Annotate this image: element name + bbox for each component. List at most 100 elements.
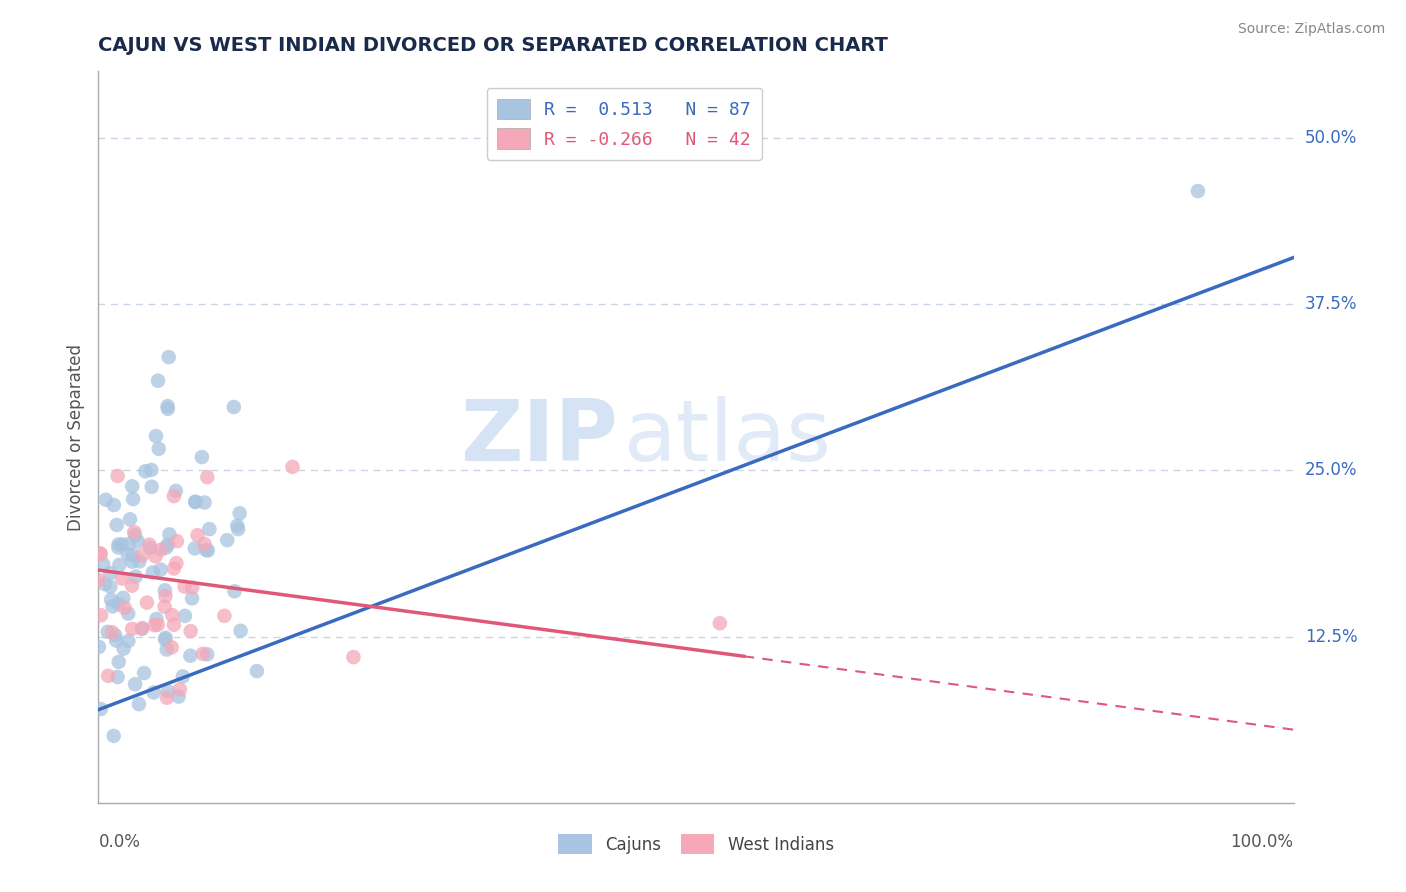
Point xyxy=(107,597,129,611)
Point xyxy=(179,648,201,663)
Point xyxy=(131,549,153,563)
Point xyxy=(121,548,143,562)
Point xyxy=(97,669,120,683)
Point xyxy=(222,400,245,414)
Point xyxy=(101,599,124,614)
Point xyxy=(103,729,125,743)
Point xyxy=(125,569,148,583)
Point xyxy=(155,589,177,603)
Text: 12.5%: 12.5% xyxy=(1305,628,1357,646)
Point xyxy=(131,622,153,636)
Text: Source: ZipAtlas.com: Source: ZipAtlas.com xyxy=(1237,22,1385,37)
Point xyxy=(124,677,146,691)
Point xyxy=(141,480,163,494)
Point xyxy=(224,584,246,599)
Point xyxy=(145,549,167,564)
Point xyxy=(122,491,145,506)
Y-axis label: Divorced or Separated: Divorced or Separated xyxy=(66,343,84,531)
Point xyxy=(174,608,197,623)
Point xyxy=(153,632,176,647)
Point xyxy=(121,622,143,636)
Point xyxy=(107,537,129,551)
Point xyxy=(135,596,157,610)
Point xyxy=(155,541,177,555)
Text: 100.0%: 100.0% xyxy=(1230,833,1294,851)
Point xyxy=(226,518,249,533)
Point xyxy=(128,554,150,568)
Point xyxy=(117,607,139,621)
Point xyxy=(101,625,124,640)
Point xyxy=(90,702,112,716)
Point xyxy=(139,541,162,555)
Text: 50.0%: 50.0% xyxy=(1305,128,1357,147)
Point xyxy=(148,442,170,456)
Point xyxy=(184,495,207,509)
Point xyxy=(153,599,176,614)
Text: 37.5%: 37.5% xyxy=(1305,295,1357,313)
Point xyxy=(142,685,165,699)
Point xyxy=(281,459,304,474)
Point xyxy=(193,495,215,509)
Point xyxy=(127,534,149,549)
Point xyxy=(112,641,135,656)
Point xyxy=(160,640,183,655)
Point xyxy=(103,498,125,512)
Point xyxy=(181,591,204,606)
Point xyxy=(172,669,194,683)
Point xyxy=(114,600,136,615)
Point xyxy=(117,634,139,648)
Point xyxy=(105,633,128,648)
Point xyxy=(90,608,112,623)
Point xyxy=(195,543,218,558)
Point xyxy=(157,350,180,364)
Point xyxy=(87,573,110,587)
Point xyxy=(186,528,208,542)
Point xyxy=(100,592,122,607)
Point xyxy=(167,690,190,704)
Point xyxy=(228,506,250,520)
Point xyxy=(198,522,221,536)
Point xyxy=(142,566,165,580)
Point xyxy=(229,624,252,638)
Point xyxy=(108,558,131,572)
Point xyxy=(107,670,129,684)
Point xyxy=(246,664,269,678)
Point xyxy=(709,616,731,631)
Point xyxy=(91,557,114,571)
Point xyxy=(145,612,167,626)
Point xyxy=(156,399,179,413)
Text: 0.0%: 0.0% xyxy=(98,833,141,851)
Point xyxy=(107,655,129,669)
Point xyxy=(138,538,160,552)
Point xyxy=(90,547,112,561)
Point xyxy=(124,528,146,542)
Point xyxy=(105,518,128,533)
Point xyxy=(191,450,214,464)
Point xyxy=(98,566,121,580)
Point xyxy=(145,429,167,443)
Point xyxy=(173,580,195,594)
Text: atlas: atlas xyxy=(624,395,832,479)
Point xyxy=(122,525,145,540)
Point xyxy=(214,608,236,623)
Point xyxy=(143,618,166,632)
Point xyxy=(121,579,143,593)
Point xyxy=(131,621,153,635)
Point xyxy=(160,608,183,623)
Point xyxy=(104,628,127,642)
Point xyxy=(87,640,110,654)
Point xyxy=(118,537,141,551)
Point xyxy=(107,541,129,555)
Point xyxy=(121,479,143,493)
Point xyxy=(128,697,150,711)
Point xyxy=(98,580,121,594)
Point xyxy=(134,464,156,478)
Point xyxy=(156,401,179,416)
Point xyxy=(163,617,186,632)
Text: ZIP: ZIP xyxy=(461,395,619,479)
Point xyxy=(156,538,179,552)
Point xyxy=(118,512,141,526)
Point xyxy=(184,541,207,556)
Point xyxy=(165,483,187,498)
Point xyxy=(141,463,163,477)
